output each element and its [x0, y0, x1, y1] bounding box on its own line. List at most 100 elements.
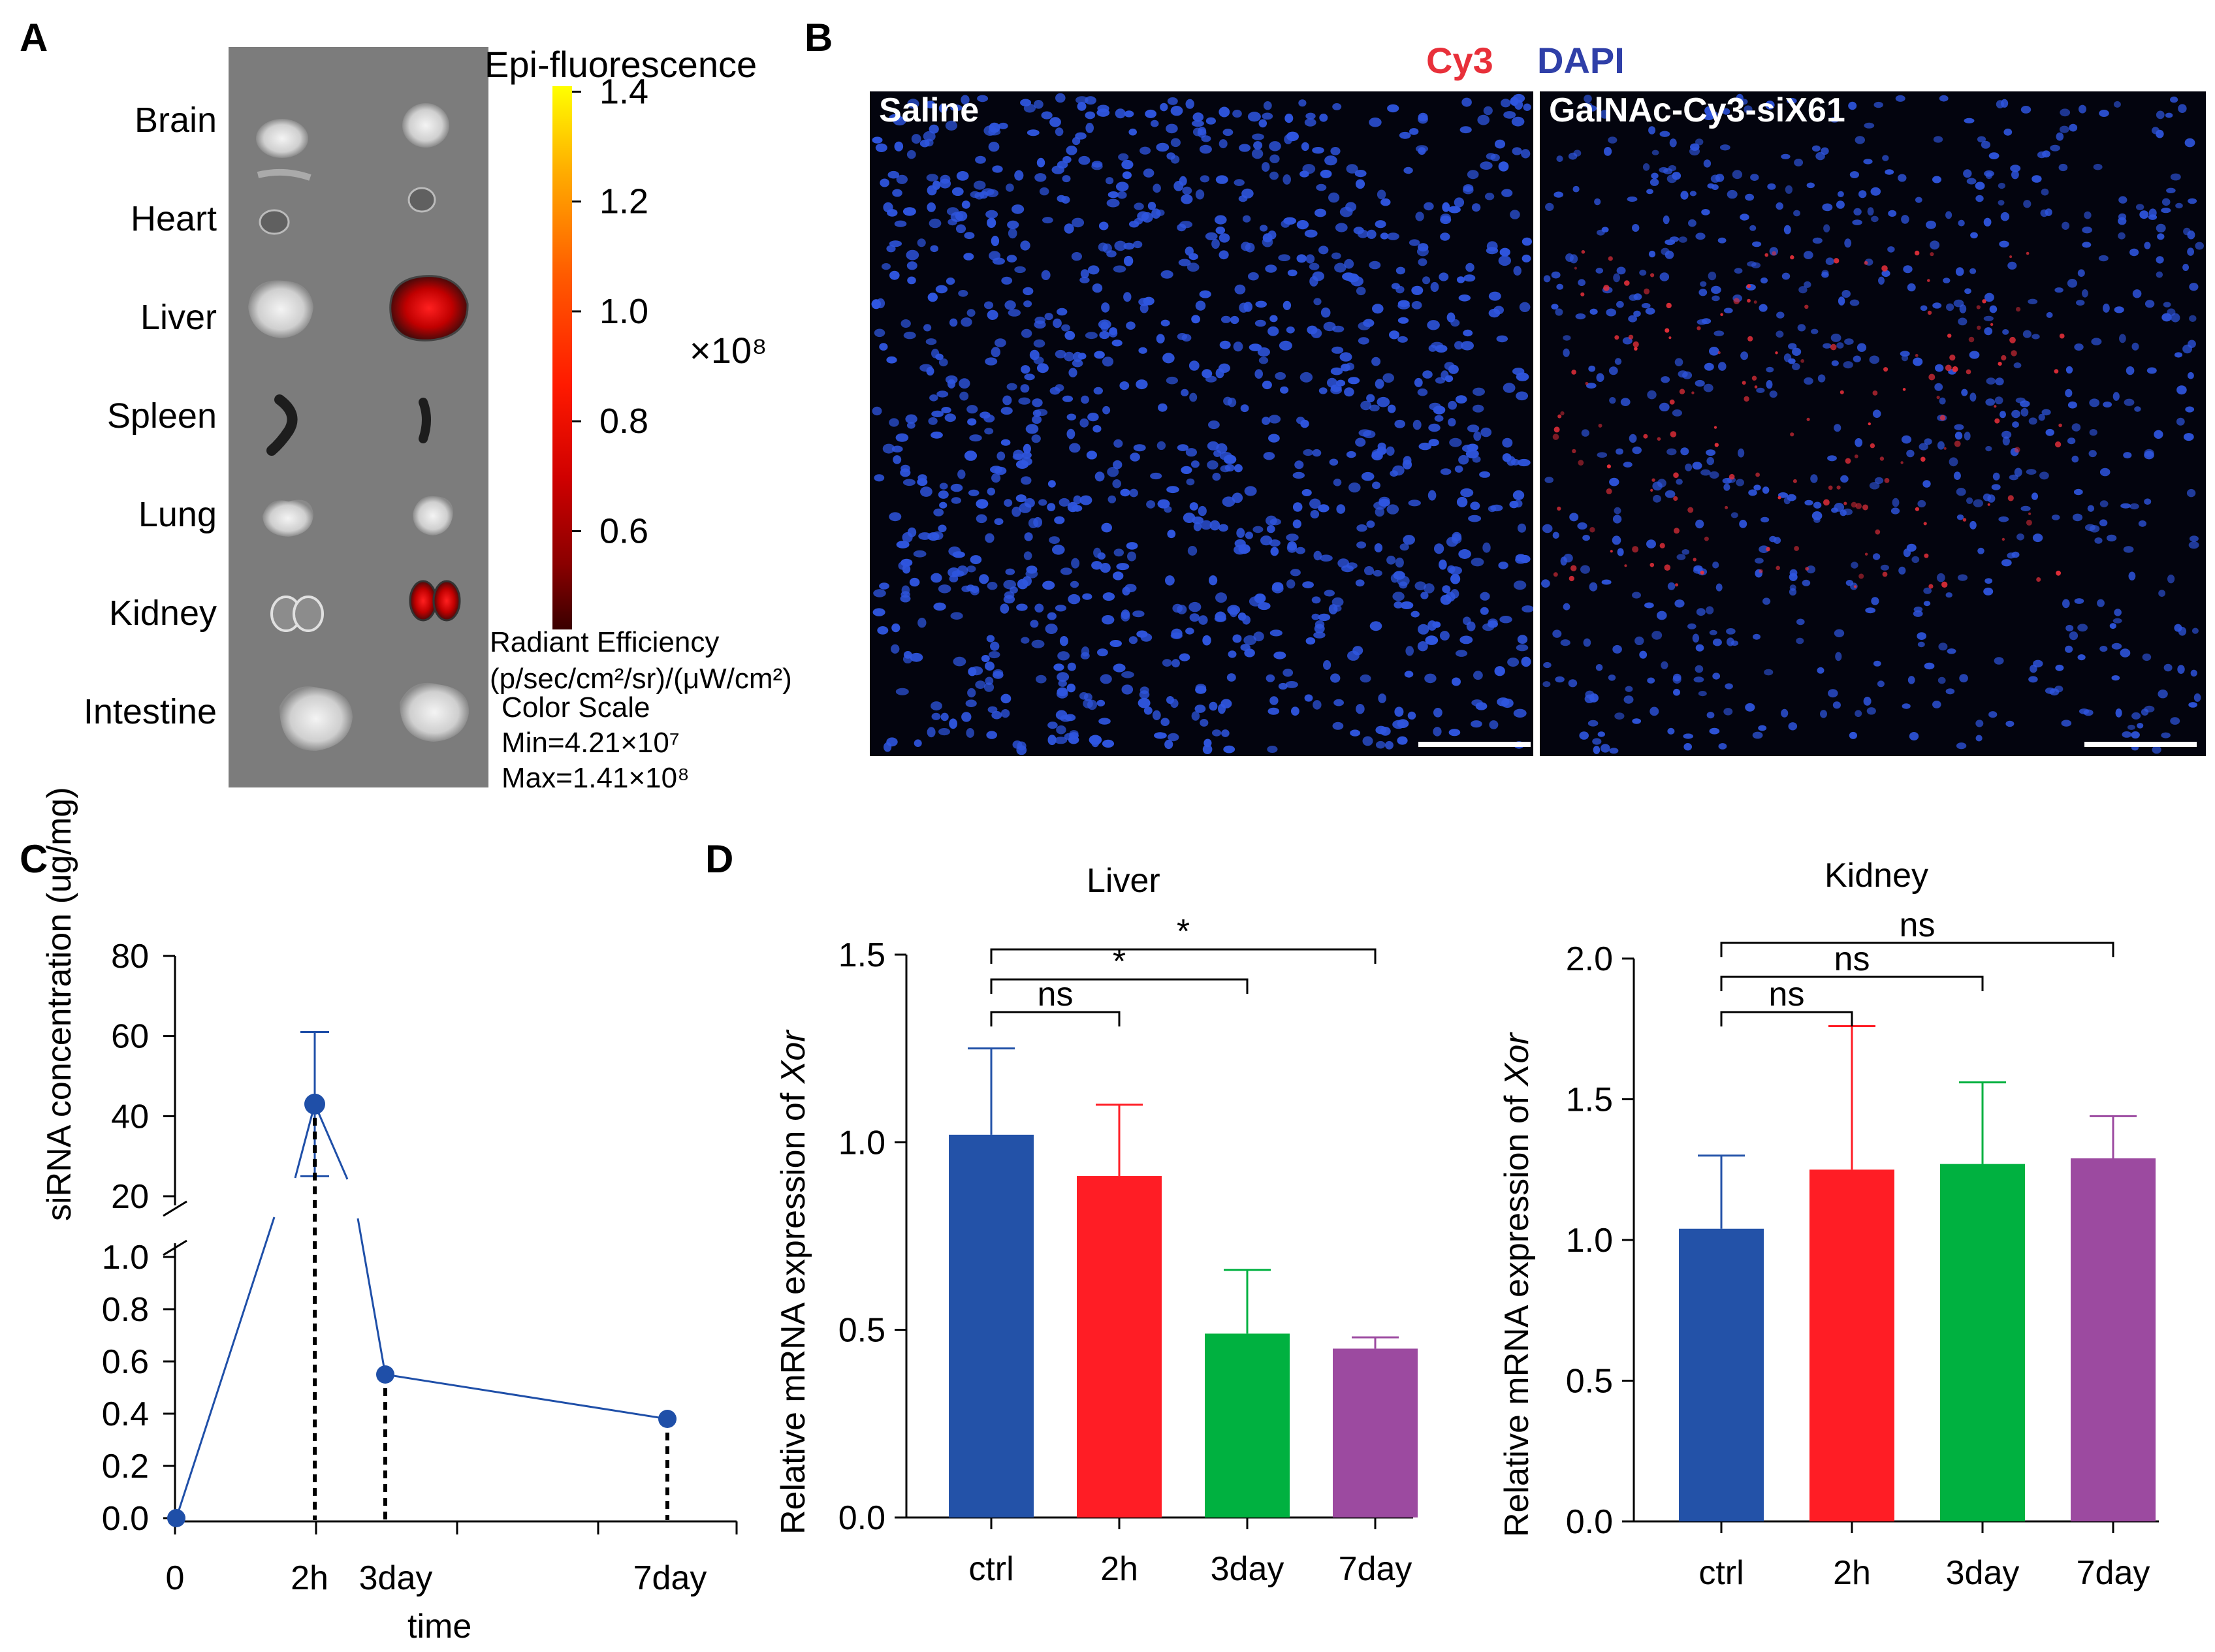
dapi-nucleus	[1034, 603, 1044, 613]
d-significance-bracket	[1720, 942, 2114, 957]
cy3-spot	[1693, 558, 1697, 562]
dapi-nucleus	[1314, 624, 1325, 633]
dapi-nucleus	[1463, 186, 1474, 195]
dapi-nucleus	[872, 608, 885, 616]
dapi-nucleus	[1233, 342, 1243, 352]
dapi-nucleus	[926, 174, 938, 182]
dapi-nucleus	[1612, 515, 1622, 524]
dapi-nucleus	[1865, 607, 1876, 614]
dapi-nucleus	[1362, 736, 1373, 746]
dapi-nucleus	[1066, 683, 1076, 693]
dapi-nucleus	[1380, 232, 1389, 240]
dapi-nucleus	[1119, 381, 1130, 390]
dapi-nucleus	[1767, 183, 1776, 190]
dapi-nucleus	[1709, 629, 1717, 635]
dapi-nucleus	[1796, 637, 1804, 644]
dapi-nucleus	[1134, 202, 1144, 210]
dapi-nucleus	[1806, 182, 1815, 189]
dapi-nucleus	[1355, 437, 1366, 447]
dapi-nucleus	[1882, 155, 1889, 161]
d-x-tick-label: 2h	[1100, 1550, 1138, 1588]
lung-saline	[263, 500, 313, 537]
dapi-nucleus	[1434, 543, 1444, 554]
dapi-nucleus	[1556, 283, 1564, 290]
c-y-axis-label: siRNA concentration (ug/mg)	[40, 787, 78, 1221]
dapi-nucleus	[1069, 730, 1079, 737]
dapi-nucleus	[1659, 402, 1670, 412]
cy3-spot	[1755, 472, 1761, 477]
dapi-nucleus	[1076, 96, 1089, 104]
kidney-chart-title: Kidney	[1825, 857, 1928, 895]
dapi-nucleus	[1762, 597, 1771, 605]
dapi-nucleus	[1748, 489, 1757, 496]
cy3-spot	[2058, 423, 2062, 428]
dapi-nucleus	[1113, 571, 1124, 580]
dapi-nucleus	[1138, 347, 1147, 354]
dapi-nucleus	[1776, 311, 1785, 319]
dapi-nucleus	[1563, 554, 1573, 563]
dapi-nucleus	[1616, 300, 1624, 308]
dapi-nucleus	[1806, 565, 1816, 574]
dapi-nucleus	[1245, 532, 1253, 539]
dapi-nucleus	[1091, 161, 1103, 168]
dapi-nucleus	[1759, 304, 1768, 312]
dapi-nucleus	[1102, 592, 1115, 601]
dapi-nucleus	[1093, 387, 1104, 395]
dapi-nucleus	[973, 180, 986, 190]
cy3-spot	[1854, 585, 1857, 588]
dapi-nucleus	[1758, 725, 1767, 731]
dapi-nucleus	[957, 469, 966, 479]
dapi-nucleus	[1593, 746, 1601, 754]
dapi-nucleus	[1688, 219, 1697, 227]
dapi-nucleus	[986, 189, 999, 197]
dapi-nucleus	[1042, 217, 1053, 224]
cy3-spot	[1713, 426, 1717, 429]
dapi-nucleus	[1191, 120, 1204, 127]
dapi-nucleus	[1924, 438, 1932, 445]
d-y-tick-label: 1.0	[1566, 1222, 1613, 1260]
dapi-nucleus	[2170, 96, 2178, 103]
dapi-nucleus	[1888, 210, 1897, 217]
dapi-nucleus	[1503, 111, 1516, 119]
dapi-nucleus	[1917, 641, 1925, 648]
cy3-spot	[1673, 472, 1679, 478]
dapi-nucleus	[1234, 464, 1243, 473]
dapi-nucleus	[1429, 402, 1441, 411]
dapi-nucleus	[1707, 183, 1715, 189]
dapi-nucleus	[1586, 383, 1597, 389]
dapi-nucleus	[1373, 569, 1382, 577]
dapi-nucleus	[2013, 362, 2022, 368]
dapi-nucleus	[920, 486, 932, 497]
dapi-nucleus	[1197, 129, 1207, 138]
dapi-nucleus	[2091, 338, 2102, 345]
c-x-tick-label: 2h	[291, 1559, 328, 1597]
dapi-nucleus	[1459, 635, 1473, 644]
dapi-nucleus	[1515, 554, 1527, 562]
dapi-nucleus	[1153, 183, 1161, 193]
dapi-nucleus	[1056, 725, 1066, 735]
dapi-nucleus	[2144, 242, 2151, 249]
cy3-spot	[1870, 443, 1875, 449]
dapi-nucleus	[1363, 430, 1376, 439]
dapi-nucleus	[887, 170, 900, 179]
dapi-nucleus	[1261, 162, 1270, 172]
dapi-nucleus	[1360, 674, 1371, 683]
dapi-nucleus	[1164, 739, 1173, 750]
dapi-nucleus	[1390, 470, 1398, 477]
dapi-nucleus	[1195, 300, 1206, 311]
dapi-nucleus	[1200, 719, 1209, 727]
dapi-nucleus	[1087, 265, 1100, 275]
dapi-nucleus	[2127, 724, 2135, 730]
dapi-nucleus	[1923, 601, 1931, 607]
dapi-nucleus	[1240, 404, 1249, 413]
dapi-nucleus	[1516, 391, 1529, 401]
dapi-nucleus	[2065, 366, 2073, 374]
cy3-spot	[1840, 390, 1844, 394]
dapi-nucleus	[1033, 339, 1045, 348]
dapi-nucleus	[1483, 106, 1493, 116]
dapi-nucleus	[1866, 707, 1876, 715]
dapi-nucleus	[1663, 215, 1670, 225]
liver-treated	[389, 275, 469, 342]
dapi-nucleus	[1122, 171, 1132, 180]
